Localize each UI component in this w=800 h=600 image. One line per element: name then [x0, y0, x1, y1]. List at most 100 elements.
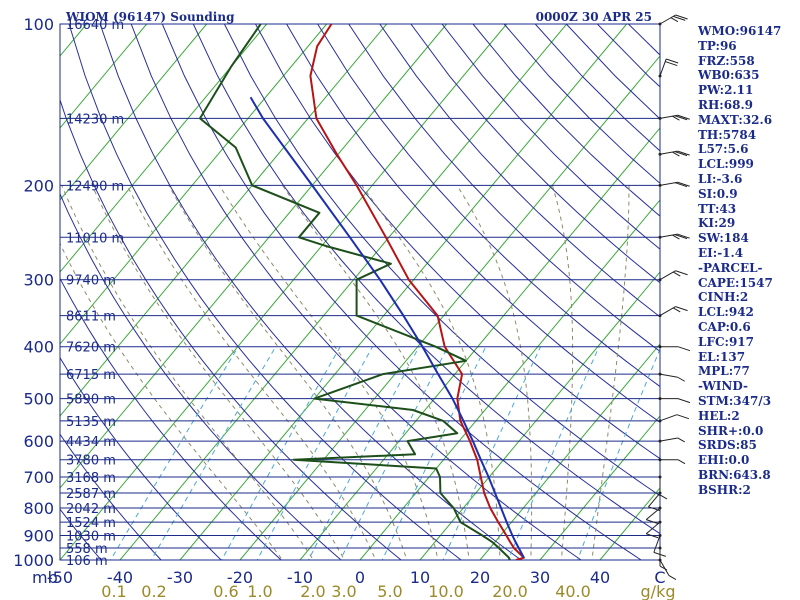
wind-barb-base — [658, 183, 662, 187]
wind-barb-flag — [673, 307, 681, 313]
index-item: LFC:917 — [698, 334, 754, 349]
mixing-ratio-line — [381, 346, 487, 560]
isotherm-line — [60, 24, 268, 273]
temperature-tick-label: C — [654, 568, 665, 587]
mixing-ratio-label: 10.0 — [428, 582, 464, 600]
wind-barb — [658, 558, 677, 581]
wind-barb-base — [658, 546, 662, 550]
temperature-tick-label: 0 — [355, 568, 365, 587]
wind-barb-flag — [677, 233, 690, 239]
wind-barbs — [645, 14, 691, 581]
dry-adiabat-line — [286, 24, 660, 423]
index-item: -WIND- — [698, 379, 748, 394]
isotherm-line — [479, 343, 660, 560]
height-label: 5890 m — [66, 393, 116, 408]
wind-barb-staff — [659, 114, 678, 119]
dry-adiabat-line — [68, 24, 462, 560]
dry-adiabat-line — [60, 356, 222, 560]
wind-barb-staff — [659, 14, 676, 25]
moist-adiabat-line — [168, 185, 408, 560]
index-item: FRZ:558 — [698, 53, 755, 68]
wind-barb — [658, 546, 668, 571]
pressure-tick-label: 400 — [23, 338, 54, 357]
height-label: 2042 m — [66, 502, 116, 517]
dry-adiabat-line — [161, 24, 643, 560]
dry-adiabat-grid — [60, 24, 660, 560]
wind-barb-flag — [677, 376, 685, 382]
wind-barb — [658, 458, 686, 465]
mixing-ratio-label: 5.0 — [377, 582, 402, 600]
wind-barb-staff — [659, 181, 678, 186]
mixing-ratio-line — [150, 346, 277, 560]
isotherm-line — [119, 24, 568, 560]
temperature-profile — [309, 24, 525, 560]
mixing-ratio-label: 0.6 — [213, 582, 238, 600]
wind-barb-base — [658, 475, 662, 479]
wind-barb-flag — [675, 14, 688, 20]
wind-barb-flag — [674, 115, 688, 121]
wind-barb-flag — [648, 506, 661, 512]
wind-barb — [658, 397, 691, 404]
index-item: PW:2.11 — [698, 83, 754, 98]
wind-barb — [653, 533, 667, 557]
height-label: 3168 m — [66, 471, 116, 486]
index-item: WB0:635 — [698, 68, 760, 83]
pressure-tick-label: 600 — [23, 432, 54, 451]
isotherm-line — [179, 24, 628, 560]
mixing-ratio-grid — [109, 346, 660, 560]
wind-barb-flag — [677, 181, 690, 187]
dewpoint-profile — [199, 24, 511, 560]
wind-barb-base — [658, 278, 662, 282]
moist-adiabat-line — [551, 185, 574, 560]
mixing-ratio-label: 1.0 — [247, 582, 272, 600]
mixing-ratio-line — [577, 347, 660, 560]
wind-barb-base — [658, 235, 662, 239]
temperature-tick-label: -10 — [287, 568, 313, 587]
wind-barb-flag — [653, 551, 667, 557]
wind-barb-base — [658, 116, 662, 120]
moist-adiabat-line — [91, 185, 346, 560]
dry-adiabat-line — [130, 24, 582, 560]
mixing-ratio-line — [109, 346, 239, 560]
station-title: WIOM (96147) Sounding — [65, 10, 235, 24]
wind-barb-staff — [659, 414, 678, 422]
wind-barb-flag — [677, 437, 685, 443]
wind-barb — [658, 150, 690, 157]
wind-barb — [658, 14, 688, 26]
index-item: SHR+:0.0 — [698, 423, 764, 438]
temperature-tick-label: 20 — [470, 568, 490, 587]
height-label: 1524 m — [66, 516, 116, 531]
wind-barb — [658, 475, 668, 500]
height-label: 14230 m — [66, 112, 124, 127]
mixing-ratio-line — [221, 346, 341, 560]
isotherm-line — [60, 24, 448, 489]
wind-barb-flag — [646, 519, 659, 525]
isotherm-line — [60, 24, 388, 417]
moist-adiabat-line — [60, 242, 284, 560]
height-label: 5135 m — [66, 415, 116, 430]
wind-barb-base — [658, 520, 662, 524]
wind-barb-base — [658, 314, 662, 318]
index-item: TH:5784 — [698, 127, 757, 142]
wind-barb-flag — [675, 270, 688, 276]
mixing-ratio-line — [442, 346, 542, 560]
dry-adiabat-line — [223, 24, 660, 497]
wind-barb-flag — [675, 306, 688, 312]
wind-barb-flag — [659, 565, 668, 571]
isotherm-line — [539, 415, 660, 560]
index-item: LCL:942 — [698, 305, 754, 320]
wind-barb-staff — [659, 373, 678, 378]
wind-barb-flag — [672, 115, 680, 121]
temperature-tick-label: 40 — [590, 568, 610, 587]
mixing-ratio-label: 40.0 — [555, 582, 591, 600]
wind-barb-flag — [673, 271, 681, 277]
height-label: 106 m — [66, 554, 108, 569]
mixing-ratio-label: 0.2 — [141, 582, 166, 600]
sounding-time: 0000Z 30 APR 25 — [536, 10, 652, 24]
height-label: 7620 m — [66, 341, 116, 356]
wind-barb-base — [658, 419, 662, 423]
index-item: CAPE:1547 — [698, 275, 773, 290]
index-item: SRDS:85 — [698, 438, 757, 453]
